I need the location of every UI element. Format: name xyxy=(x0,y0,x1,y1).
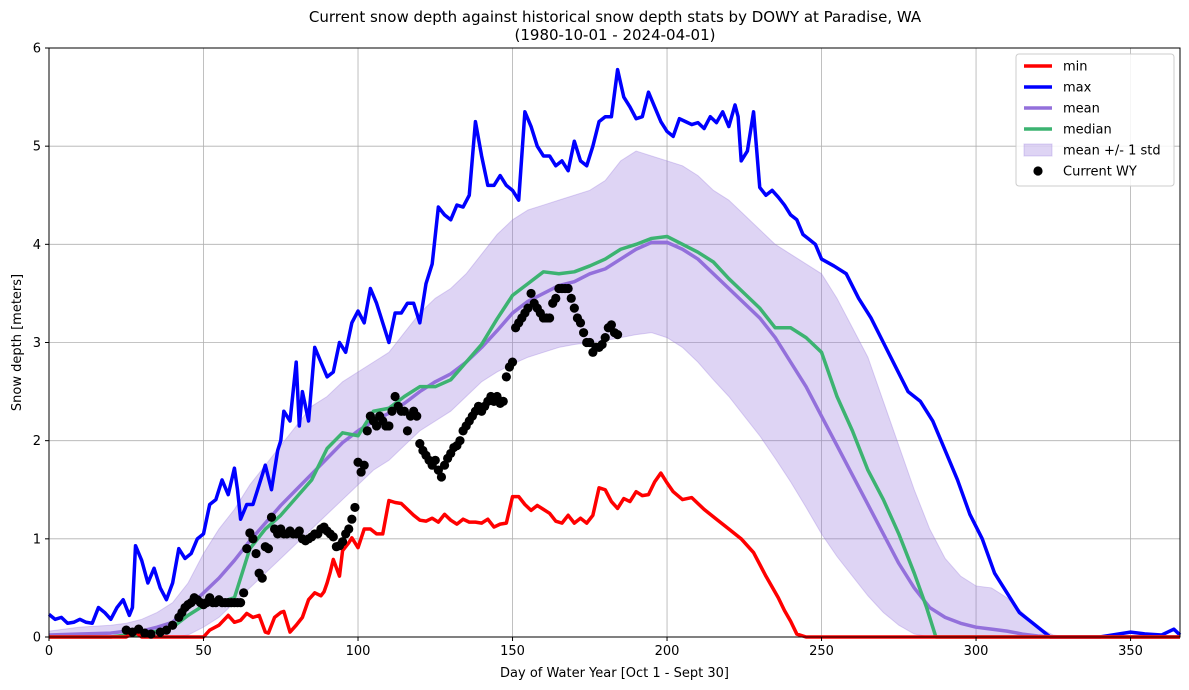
series-line-max xyxy=(47,67,1182,639)
current-wy-point xyxy=(551,293,561,303)
current-wy-point xyxy=(492,391,502,402)
current-wy-point xyxy=(266,512,277,522)
current-wy-point xyxy=(600,332,610,343)
y-tick-label: 3 xyxy=(33,336,41,351)
current-wy-point xyxy=(415,439,425,449)
y-tick-label: 5 xyxy=(33,140,41,155)
x-tick-label: 200 xyxy=(655,644,680,659)
y-tick-label: 4 xyxy=(33,238,41,253)
legend-label: max xyxy=(1063,81,1092,96)
current-wy-point xyxy=(161,625,172,635)
y-tick-label: 0 xyxy=(33,631,41,646)
current-wy-point xyxy=(606,320,617,330)
current-wy-point xyxy=(350,502,360,513)
current-wy-point xyxy=(337,537,348,547)
current-wy-point xyxy=(146,629,156,639)
current-wy-point xyxy=(263,544,273,554)
current-wy-point xyxy=(412,411,422,421)
current-wy-point xyxy=(356,467,366,477)
current-wy-point xyxy=(439,460,450,470)
legend-swatch-current-wy xyxy=(1033,166,1043,176)
x-tick-label: 100 xyxy=(346,644,371,659)
current-wy-point xyxy=(251,548,261,559)
y-axis-label: Snow depth [meters] xyxy=(10,274,25,411)
current-wy-point xyxy=(612,330,623,340)
current-wy-point xyxy=(455,436,465,446)
current-wy-point xyxy=(526,288,536,299)
x-axis-label: Day of Water Year [Oct 1 - Sept 30] xyxy=(500,666,729,681)
current-wy-point xyxy=(585,337,595,348)
current-wy-point xyxy=(566,293,576,303)
current-wy-point xyxy=(597,339,607,350)
current-wy-point xyxy=(399,406,409,416)
legend-label: mean xyxy=(1063,102,1100,117)
current-wy-point xyxy=(371,421,382,431)
current-wy-point xyxy=(235,598,246,608)
current-wy-point xyxy=(569,303,579,313)
x-tick-label: 50 xyxy=(195,644,212,659)
current-wy-point xyxy=(359,460,369,470)
current-wy-point xyxy=(390,391,400,402)
current-wy-point xyxy=(362,426,372,436)
chart-title: Current snow depth against historical sn… xyxy=(309,8,922,26)
legend-label: mean +/- 1 std xyxy=(1063,144,1161,159)
legend-box xyxy=(1015,53,1175,187)
x-tick-label: 0 xyxy=(45,644,53,659)
current-wy-point xyxy=(433,465,443,475)
current-wy-point xyxy=(507,357,518,367)
current-wy-point xyxy=(575,318,586,328)
x-tick-label: 150 xyxy=(500,644,525,659)
y-tick-label: 6 xyxy=(33,42,41,57)
current-wy-point xyxy=(402,426,413,436)
current-wy-point xyxy=(328,532,338,542)
x-tick-label: 300 xyxy=(964,644,989,659)
current-wy-point xyxy=(248,534,258,544)
chart-subtitle: (1980-10-01 - 2024-04-01) xyxy=(515,26,716,44)
current-wy-point xyxy=(347,514,357,524)
current-wy-point xyxy=(501,372,511,382)
current-wy-point xyxy=(344,524,354,534)
axis-ticks: 0 50 100 150 200 250 300 350 0 1 2 3 4 5 6 xyxy=(33,42,1143,660)
series-line-min xyxy=(49,471,1180,639)
current-wy-point xyxy=(387,406,397,416)
legend-label: min xyxy=(1063,60,1088,75)
current-wy-point xyxy=(545,313,555,323)
current-wy-point xyxy=(239,588,249,598)
current-wy-point xyxy=(436,472,447,482)
current-wy-point xyxy=(430,455,440,465)
current-wy-point xyxy=(242,544,252,554)
y-tick-label: 2 xyxy=(33,434,41,449)
legend: min max mean median mean +/- 1 std Current WY xyxy=(1015,53,1175,187)
current-wy-point xyxy=(168,620,178,630)
current-wy-point xyxy=(523,303,533,313)
legend-label: Current WY xyxy=(1063,165,1137,180)
legend-swatch-band xyxy=(1023,143,1053,157)
y-tick-label: 1 xyxy=(33,532,41,547)
x-tick-label: 250 xyxy=(809,644,834,659)
series-line-median xyxy=(49,234,1180,639)
current-wy-point xyxy=(294,526,304,536)
current-wy-point xyxy=(579,328,589,338)
current-wy-point xyxy=(384,421,394,431)
legend-label: median xyxy=(1063,123,1112,138)
x-tick-label: 350 xyxy=(1118,644,1143,659)
current-wy-point xyxy=(563,283,573,294)
current-wy-points xyxy=(121,283,623,639)
current-wy-point xyxy=(257,573,267,583)
current-wy-point xyxy=(498,396,508,406)
